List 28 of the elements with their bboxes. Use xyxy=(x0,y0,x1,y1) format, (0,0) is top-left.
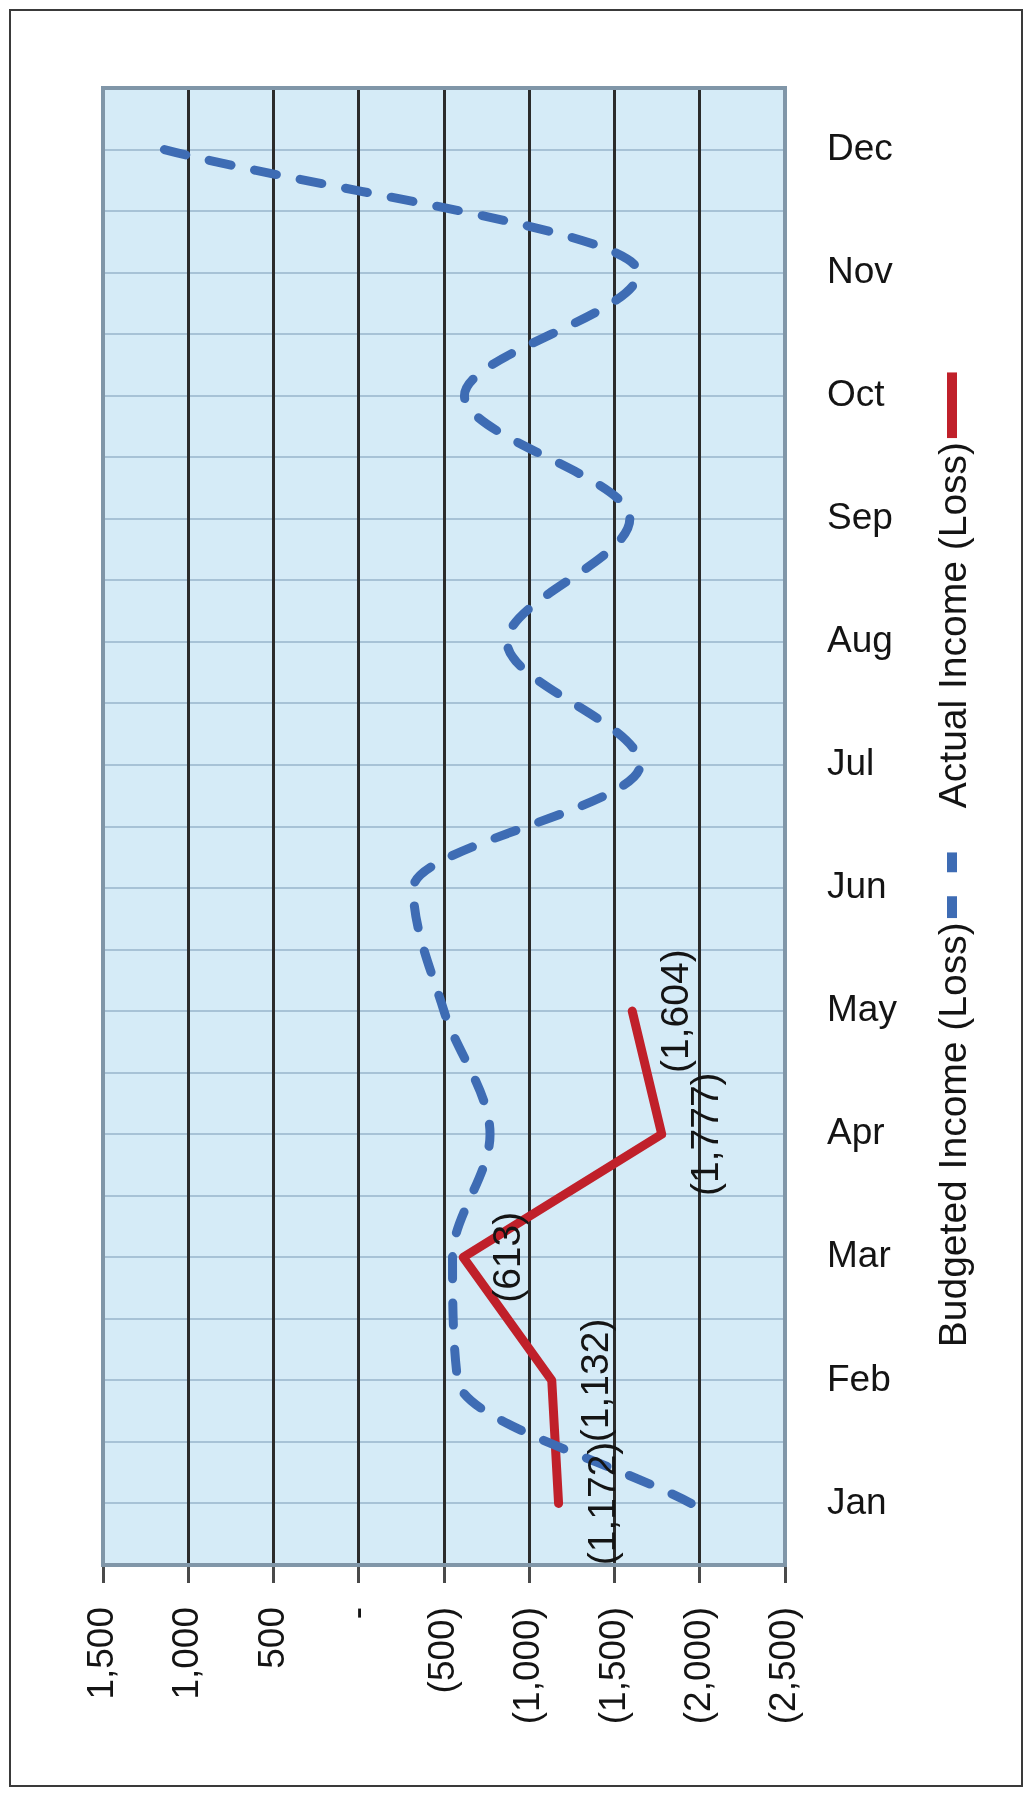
x-tick-label: - xyxy=(335,1607,377,1620)
y-tick-label: Apr xyxy=(827,1111,885,1153)
x-tick-label: 1,500 xyxy=(80,1607,122,1700)
x-tick-label: (2,500) xyxy=(762,1607,804,1725)
y-tick-label: Dec xyxy=(827,126,893,168)
y-tick-label: Jun xyxy=(827,865,887,907)
data-label: (1,172) xyxy=(579,1441,623,1566)
data-label: (1,132) xyxy=(573,1318,617,1443)
legend-label: Actual Income (Loss) xyxy=(930,442,974,809)
data-label: (1,604) xyxy=(653,949,697,1073)
legend-label: Budgeted Income (Loss) xyxy=(930,922,974,1348)
y-tick-label: Sep xyxy=(827,495,893,537)
data-label: (613) xyxy=(484,1211,528,1303)
y-tick-label: Jul xyxy=(827,742,875,784)
y-tick-label: May xyxy=(827,988,898,1030)
x-tick-label: 500 xyxy=(250,1607,292,1669)
x-tick-label: 1,000 xyxy=(165,1607,207,1700)
y-tick-label: Oct xyxy=(827,372,886,414)
y-tick-label: Jan xyxy=(827,1480,887,1522)
y-tick-label: Mar xyxy=(827,1234,891,1276)
y-tick-label: Nov xyxy=(827,249,894,291)
x-tick-label: (1,000) xyxy=(506,1607,548,1725)
x-tick-label: (500) xyxy=(421,1607,463,1694)
y-tick-label: Feb xyxy=(827,1357,891,1399)
x-tick-label: (1,500) xyxy=(591,1607,633,1725)
x-tick-label: (2,000) xyxy=(676,1607,718,1725)
y-tick-label: Aug xyxy=(827,619,893,661)
data-label: (1,777) xyxy=(682,1072,726,1196)
